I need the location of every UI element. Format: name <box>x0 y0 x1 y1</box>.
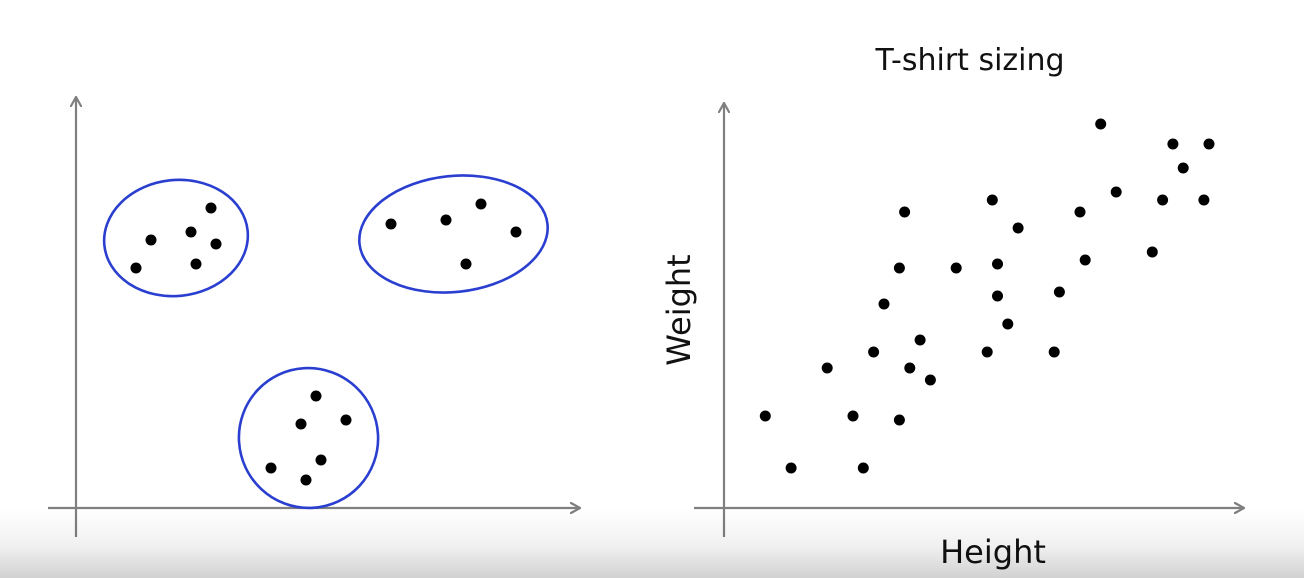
chart-title: T-shirt sizing <box>874 43 1064 78</box>
data-point <box>1074 206 1086 218</box>
data-point <box>1095 118 1107 130</box>
data-point <box>992 290 1003 302</box>
data-point <box>1012 222 1024 234</box>
data-point <box>265 462 277 474</box>
cluster-outline <box>102 178 250 298</box>
data-point <box>1198 194 1210 206</box>
data-point <box>210 238 222 250</box>
data-point <box>205 202 217 214</box>
data-point <box>1146 246 1158 258</box>
data-point <box>893 414 905 426</box>
clustering-plot <box>48 97 580 537</box>
right-points <box>759 118 1215 474</box>
data-point <box>1177 162 1189 174</box>
data-point <box>759 410 771 422</box>
data-point <box>440 214 452 226</box>
data-point <box>145 234 157 246</box>
data-point <box>924 374 936 386</box>
data-point <box>510 226 522 238</box>
data-point <box>821 362 833 374</box>
data-point <box>899 206 911 218</box>
data-point <box>847 410 859 422</box>
data-point <box>1203 138 1215 150</box>
cluster-outline <box>358 174 549 294</box>
data-point <box>893 262 905 274</box>
data-point <box>986 194 998 206</box>
y-axis-label: Weight <box>660 254 698 365</box>
data-point <box>190 258 202 270</box>
data-point <box>310 390 322 402</box>
data-point <box>1110 186 1122 198</box>
data-point <box>950 262 962 274</box>
data-point <box>295 418 307 430</box>
data-point <box>475 198 487 210</box>
data-point <box>1157 194 1169 206</box>
data-point <box>385 218 397 230</box>
data-point <box>914 334 926 346</box>
x-axis-label: Height <box>940 533 1046 571</box>
data-point <box>992 258 1003 270</box>
data-point <box>340 414 352 426</box>
data-point <box>1053 286 1065 298</box>
left-points <box>130 198 522 486</box>
data-point <box>130 262 142 274</box>
data-point <box>185 226 197 238</box>
cluster-outlines <box>102 174 549 510</box>
data-point <box>878 298 890 310</box>
data-point <box>1048 346 1060 358</box>
data-point <box>315 454 327 466</box>
data-point <box>981 346 993 358</box>
data-point <box>1167 138 1179 150</box>
cluster-outline <box>237 366 380 510</box>
data-point <box>904 362 916 374</box>
data-point <box>868 346 880 358</box>
data-point <box>1079 254 1091 266</box>
data-point <box>785 462 797 474</box>
data-point <box>300 474 312 486</box>
data-point <box>1002 318 1014 330</box>
tshirt-sizing-plot: T-shirt sizing Weight Height <box>660 43 1244 571</box>
data-point <box>460 258 472 270</box>
data-point <box>857 462 869 474</box>
